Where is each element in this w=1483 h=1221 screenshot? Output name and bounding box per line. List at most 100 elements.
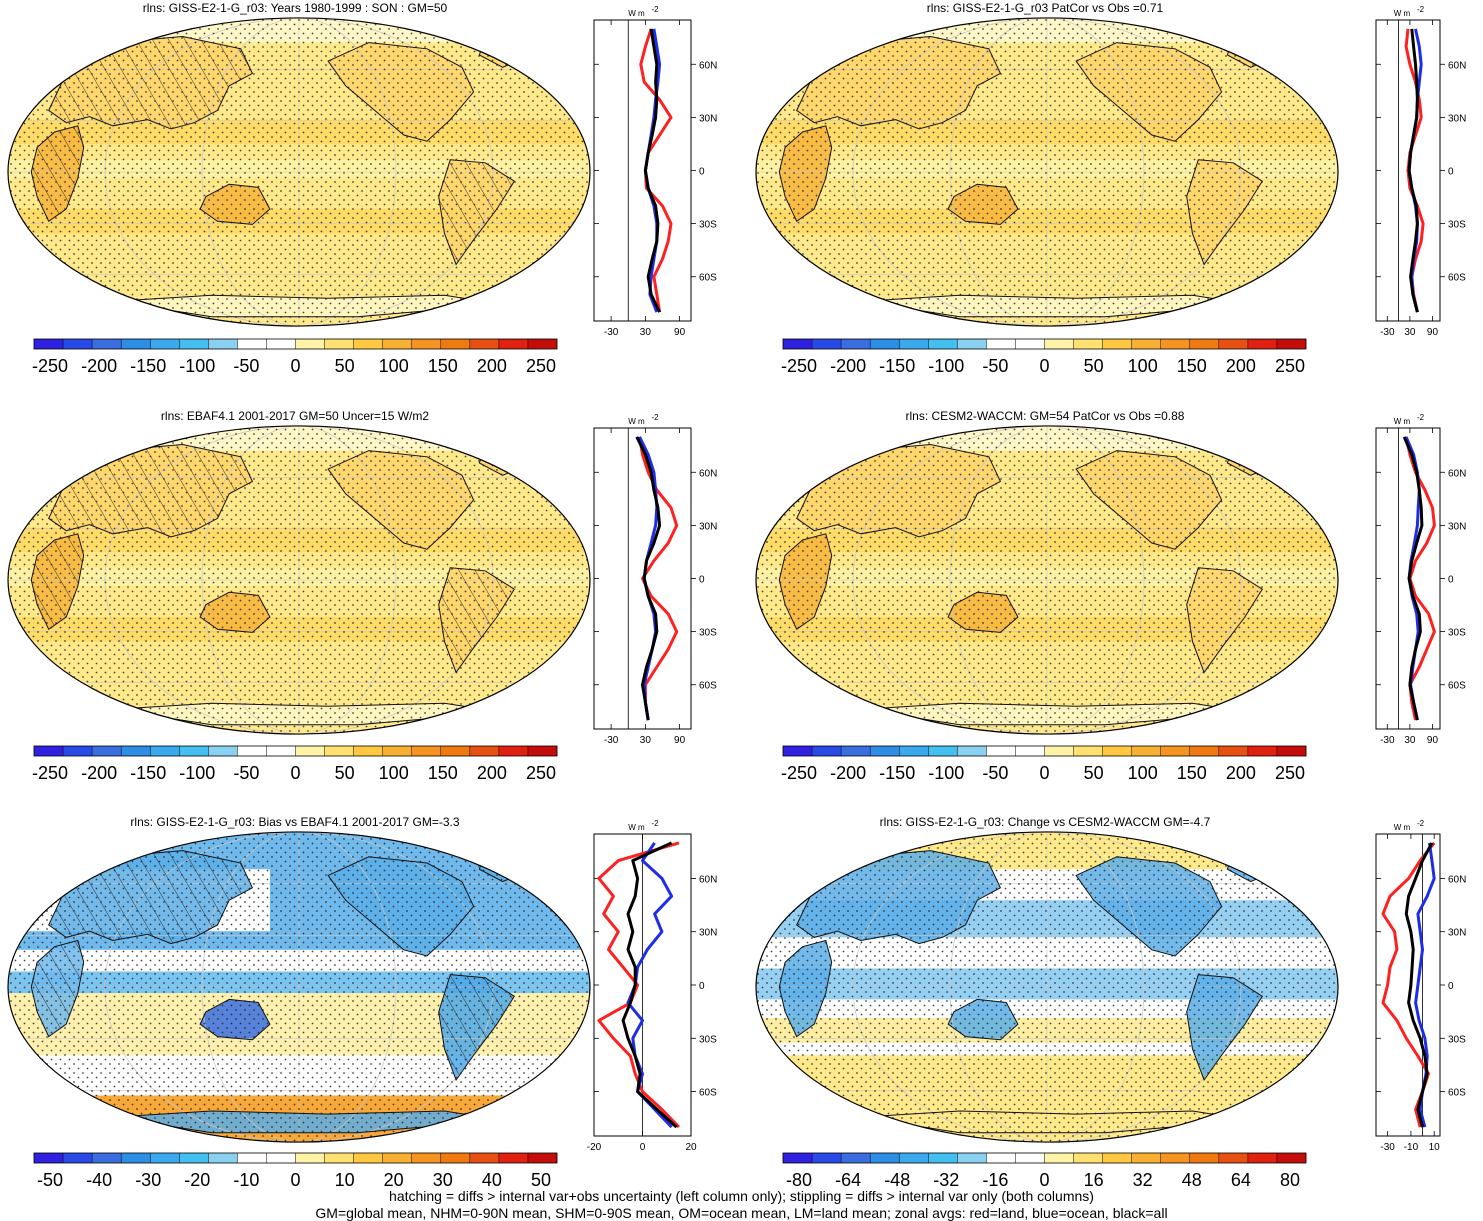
colorbar-swatch bbox=[295, 1153, 325, 1163]
panel-p4: rlns: CESM2-WACCM: GM=54 PatCor vs Obs =… bbox=[755, 409, 1466, 783]
colorbar-label: -10 bbox=[233, 1170, 259, 1190]
map-border bbox=[755, 425, 1339, 735]
zonal-y-tick-label: 60S bbox=[699, 273, 717, 284]
zonal-y-tick-label: 0 bbox=[1448, 575, 1454, 586]
colorbar-swatch bbox=[783, 746, 813, 756]
map-border bbox=[7, 831, 591, 1143]
colorbar: -250 -200 -150 -100 -50 0 50 100 150 200 250 bbox=[32, 338, 558, 376]
zonal-line-black bbox=[643, 28, 661, 313]
colorbar-swatch bbox=[1189, 1153, 1220, 1163]
colorbar-swatch bbox=[411, 339, 442, 349]
panel-p6: rlns: GISS-E2-1-G_r03: Change vs CESM2-W… bbox=[755, 815, 1466, 1190]
colorbar-label: 150 bbox=[428, 763, 458, 783]
colorbar-label: -50 bbox=[982, 356, 1008, 376]
colorbar-swatch bbox=[382, 339, 413, 349]
colorbar-swatch bbox=[928, 1153, 958, 1163]
panel-title: rlns: GISS-E2-1-G_r03 PatCor vs Obs =0.7… bbox=[927, 1, 1164, 15]
panel-title: rlns: EBAF4.1 2001-2017 GM=50 Uncer=15 W… bbox=[161, 409, 429, 423]
colorbar-label: -250 bbox=[781, 763, 817, 783]
colorbar-swatch bbox=[179, 746, 209, 756]
colorbar-swatch bbox=[870, 339, 900, 349]
colorbar-label: 50 bbox=[1084, 763, 1104, 783]
colorbar-swatch bbox=[266, 1153, 296, 1163]
zonal-y-tick-label: 60N bbox=[1448, 468, 1466, 479]
colorbar-swatch bbox=[295, 746, 325, 756]
colorbar-swatch bbox=[1247, 1153, 1278, 1163]
colorbar-swatch bbox=[1189, 746, 1220, 756]
colorbar-swatch bbox=[928, 339, 958, 349]
zonal-y-tick-label: 60N bbox=[699, 468, 717, 479]
colorbar-swatch bbox=[783, 1153, 813, 1163]
stippling bbox=[756, 426, 1338, 734]
colorbar-swatch bbox=[208, 746, 238, 756]
colorbar-label: -150 bbox=[130, 763, 166, 783]
colorbar-label: 100 bbox=[1128, 356, 1158, 376]
colorbar-swatch bbox=[812, 339, 842, 349]
zonal-y-tick-label: 0 bbox=[1448, 167, 1454, 178]
colorbar-label: -30 bbox=[135, 1170, 161, 1190]
zonal-y-tick-label: 60S bbox=[1448, 273, 1466, 284]
zonal-mean-plot: W m -2 -20 0 20 60N 30N 0 30S 60S bbox=[587, 819, 718, 1153]
colorbar-swatch bbox=[1218, 1153, 1249, 1163]
zonal-x-tick-label: 30 bbox=[640, 735, 652, 746]
zonal-y-tick-label: 60N bbox=[1448, 60, 1466, 71]
panel-title: rlns: GISS-E2-1-G_r03: Years 1980-1999 :… bbox=[143, 1, 448, 15]
map-border bbox=[755, 831, 1339, 1143]
colorbar-label: -200 bbox=[81, 356, 117, 376]
zonal-units-exponent: -2 bbox=[652, 819, 660, 828]
zonal-line-black bbox=[1407, 28, 1419, 313]
colorbar-swatch bbox=[324, 339, 354, 349]
colorbar-swatch bbox=[121, 1153, 151, 1163]
colorbar-swatch bbox=[266, 339, 296, 349]
map-field bbox=[756, 831, 1338, 1143]
colorbar: -50 -40 -30 -20 -10 0 10 20 30 40 50 bbox=[33, 1152, 558, 1190]
zonal-y-tick-label: 30S bbox=[699, 628, 717, 639]
map-border bbox=[7, 17, 591, 327]
colorbar-swatch bbox=[63, 746, 93, 756]
panel-p1: rlns: GISS-E2-1-G_r03: Years 1980-1999 :… bbox=[7, 1, 717, 376]
zonal-units-exponent: -2 bbox=[1417, 5, 1425, 14]
colorbar-label: 32 bbox=[1133, 1170, 1153, 1190]
colorbar-swatch bbox=[121, 339, 151, 349]
colorbar-label: 10 bbox=[335, 1170, 355, 1190]
colorbar-swatch bbox=[295, 339, 325, 349]
colorbar-swatch bbox=[63, 339, 93, 349]
colorbar-swatch bbox=[1247, 746, 1278, 756]
zonal-x-tick-label: 30 bbox=[1404, 735, 1416, 746]
colorbar-swatch bbox=[1015, 339, 1045, 349]
colorbar-label: 64 bbox=[1231, 1170, 1251, 1190]
zonal-y-tick-label: 30S bbox=[699, 220, 717, 231]
zonal-x-tick-label: -10 bbox=[1404, 1142, 1419, 1153]
colorbar-swatch bbox=[353, 1153, 383, 1163]
colorbar-swatch bbox=[812, 746, 842, 756]
colorbar-swatch bbox=[208, 339, 238, 349]
colorbar-label: 200 bbox=[477, 356, 507, 376]
zonal-y-tick-label: 30N bbox=[699, 928, 717, 939]
colorbar-label: 48 bbox=[1182, 1170, 1202, 1190]
stippling bbox=[756, 832, 1338, 1142]
panel-p5: rlns: GISS-E2-1-G_r03: Bias vs EBAF4.1 2… bbox=[7, 815, 718, 1190]
map-field bbox=[8, 17, 590, 327]
colorbar-label: -150 bbox=[879, 763, 915, 783]
zonal-y-tick-label: 60S bbox=[699, 681, 717, 692]
colorbar-label: -48 bbox=[884, 1170, 910, 1190]
colorbar-swatch bbox=[1073, 339, 1103, 349]
colorbar-swatch bbox=[498, 1153, 529, 1163]
colorbar-swatch bbox=[63, 1153, 93, 1163]
stippling bbox=[756, 18, 1338, 326]
colorbar-swatch bbox=[208, 1153, 238, 1163]
zonal-y-tick-label: 0 bbox=[1448, 981, 1454, 992]
colorbar-swatch bbox=[382, 1153, 413, 1163]
colorbar-label: 150 bbox=[428, 356, 458, 376]
colorbar-label: 0 bbox=[290, 763, 300, 783]
colorbar-label: 100 bbox=[379, 763, 409, 783]
zonal-x-tick-label: -20 bbox=[587, 1142, 602, 1153]
colorbar-swatch bbox=[469, 746, 500, 756]
map-field bbox=[756, 425, 1338, 735]
zonal-y-tick-label: 60N bbox=[1448, 874, 1466, 885]
colorbar-swatch bbox=[1102, 746, 1132, 756]
colorbar-label: 0 bbox=[1039, 356, 1049, 376]
colorbar-label: 50 bbox=[1084, 356, 1104, 376]
colorbar-label: -50 bbox=[982, 763, 1008, 783]
